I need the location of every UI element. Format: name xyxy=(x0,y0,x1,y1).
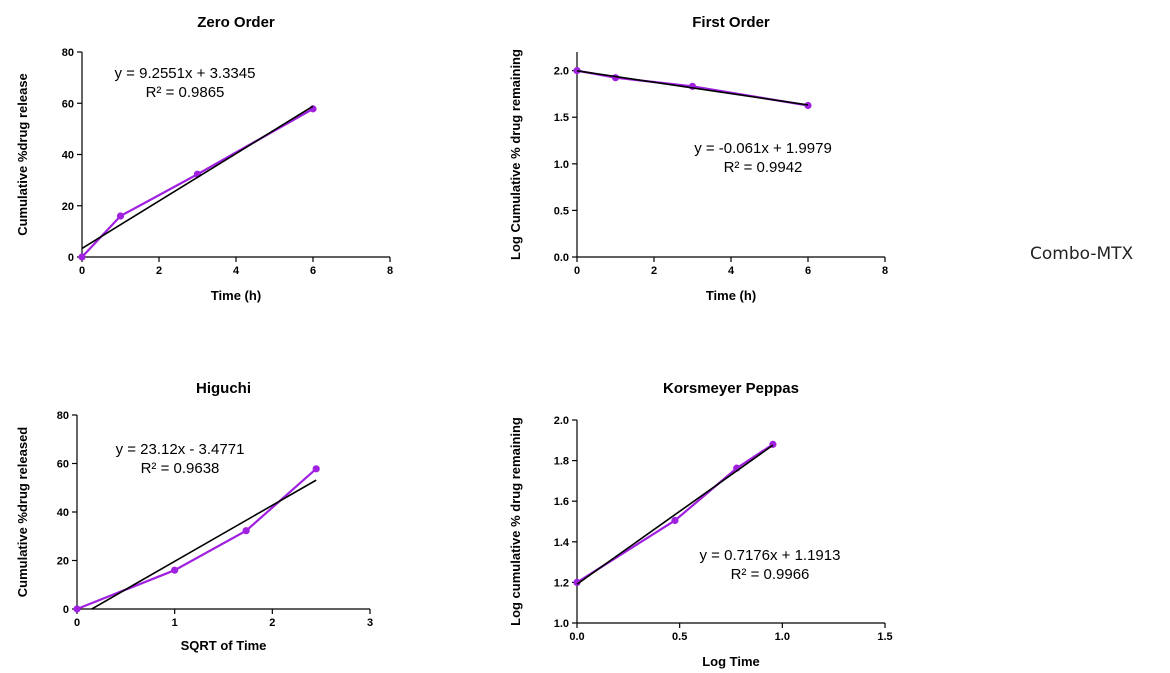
formulation-label: Combo-MTX xyxy=(1030,244,1134,264)
y-tick-label: 1.0 xyxy=(554,159,569,171)
chart-panel-3: Higuchi 0 1 2 3 0 20 40 60 80 SQRT of Time Cumulati… xyxy=(15,380,373,653)
y-tick-label: 1.0 xyxy=(554,618,569,630)
data-point xyxy=(242,527,250,535)
x-tick-label: 8 xyxy=(387,265,393,277)
trendline-equation: y = 23.12x - 3.4771 xyxy=(116,441,245,458)
r-squared-label: R² = 0.9942 xyxy=(724,159,803,176)
trendline xyxy=(576,444,774,585)
r-squared-label: R² = 0.9638 xyxy=(141,460,220,477)
data-point xyxy=(573,67,581,75)
data-point xyxy=(573,578,581,587)
x-tick-label: 6 xyxy=(310,265,316,277)
data-point xyxy=(312,465,320,473)
data-point xyxy=(116,212,125,220)
y-tick-label: 60 xyxy=(62,98,74,110)
trendline-equation: y = 0.7176x + 1.1913 xyxy=(700,547,841,564)
y-axis-label: Log cumulative % drug remaining xyxy=(508,417,523,626)
x-tick-label: 0 xyxy=(574,265,580,277)
x-axis-label: Time (h) xyxy=(706,288,756,303)
x-tick-label: 1.0 xyxy=(775,631,790,643)
y-tick-label: 2.0 xyxy=(554,415,569,427)
data-point xyxy=(804,101,812,110)
x-tick-label: 8 xyxy=(882,265,888,277)
y-tick-label: 0 xyxy=(68,252,74,264)
y-tick-label: 1.6 xyxy=(554,496,569,508)
y-tick-label: 80 xyxy=(62,47,74,59)
y-tick-label: 80 xyxy=(57,410,69,422)
y-tick-label: 40 xyxy=(57,507,69,519)
y-axis-label: Cumulative %drug release xyxy=(15,73,30,236)
x-tick-label: 3 xyxy=(367,617,373,629)
y-tick-label: 0.0 xyxy=(554,252,569,264)
y-tick-label: 20 xyxy=(57,556,69,568)
chart-title: Zero Order xyxy=(197,14,275,31)
y-axis-label: Cumulative %drug released xyxy=(15,427,30,598)
y-tick-label: 20 xyxy=(62,201,74,213)
x-tick-label: 4 xyxy=(233,265,240,277)
trendline-equation: y = 9.2551x + 3.3345 xyxy=(115,65,256,82)
trendline xyxy=(81,105,314,250)
x-tick-label: 0.5 xyxy=(672,631,687,643)
x-axis-label: Log Time xyxy=(702,654,760,669)
y-tick-label: 40 xyxy=(62,150,74,162)
r-squared-label: R² = 0.9966 xyxy=(731,566,810,583)
y-tick-label: 0.5 xyxy=(554,205,569,217)
y-axis-label: Log Cumulative % drug remaining xyxy=(508,49,523,260)
y-tick-label: 1.5 xyxy=(554,112,569,124)
x-axis-label: Time (h) xyxy=(211,288,261,303)
y-tick-label: 1.8 xyxy=(554,456,569,468)
series-line xyxy=(76,468,317,611)
x-tick-label: 1 xyxy=(172,617,178,629)
chart-panel-2: First Order 0 2 4 6 8 0.0 0.5 1.0 1.5 2.0 Time (h) L… xyxy=(508,14,888,303)
x-axis-label: SQRT of Time xyxy=(181,638,267,653)
x-tick-label: 0 xyxy=(79,265,85,277)
x-tick-label: 0 xyxy=(74,617,80,629)
chart-title: First Order xyxy=(692,14,770,31)
data-point xyxy=(78,253,86,261)
x-tick-label: 2 xyxy=(269,617,275,629)
y-tick-label: 2.0 xyxy=(554,66,569,78)
trendline xyxy=(91,479,317,610)
x-tick-label: 0.0 xyxy=(569,631,584,643)
y-tick-label: 1.4 xyxy=(554,537,570,549)
chart-panel-4: Korsmeyer Peppas 0.0 0.5 1.0 1.5 1.0 1.2 1.4 1.6… xyxy=(508,380,893,669)
trendline-equation: y = -0.061x + 1.9979 xyxy=(694,140,832,157)
data-point xyxy=(611,74,620,82)
y-tick-label: 60 xyxy=(57,459,69,471)
data-point xyxy=(671,516,679,525)
y-tick-label: 0 xyxy=(63,604,69,616)
r-squared-label: R² = 0.9865 xyxy=(146,84,225,101)
chart-title: Higuchi xyxy=(196,380,251,397)
trendline xyxy=(576,70,809,106)
series-line xyxy=(576,443,774,584)
x-tick-label: 1.5 xyxy=(877,631,892,643)
x-tick-label: 2 xyxy=(156,265,162,277)
x-tick-label: 6 xyxy=(805,265,811,277)
x-tick-label: 2 xyxy=(651,265,657,277)
y-tick-label: 1.2 xyxy=(554,577,569,589)
x-tick-label: 4 xyxy=(728,265,735,277)
chart-title: Korsmeyer Peppas xyxy=(663,380,799,397)
series-line xyxy=(81,107,314,258)
data-point xyxy=(73,605,81,613)
data-point xyxy=(171,566,179,574)
